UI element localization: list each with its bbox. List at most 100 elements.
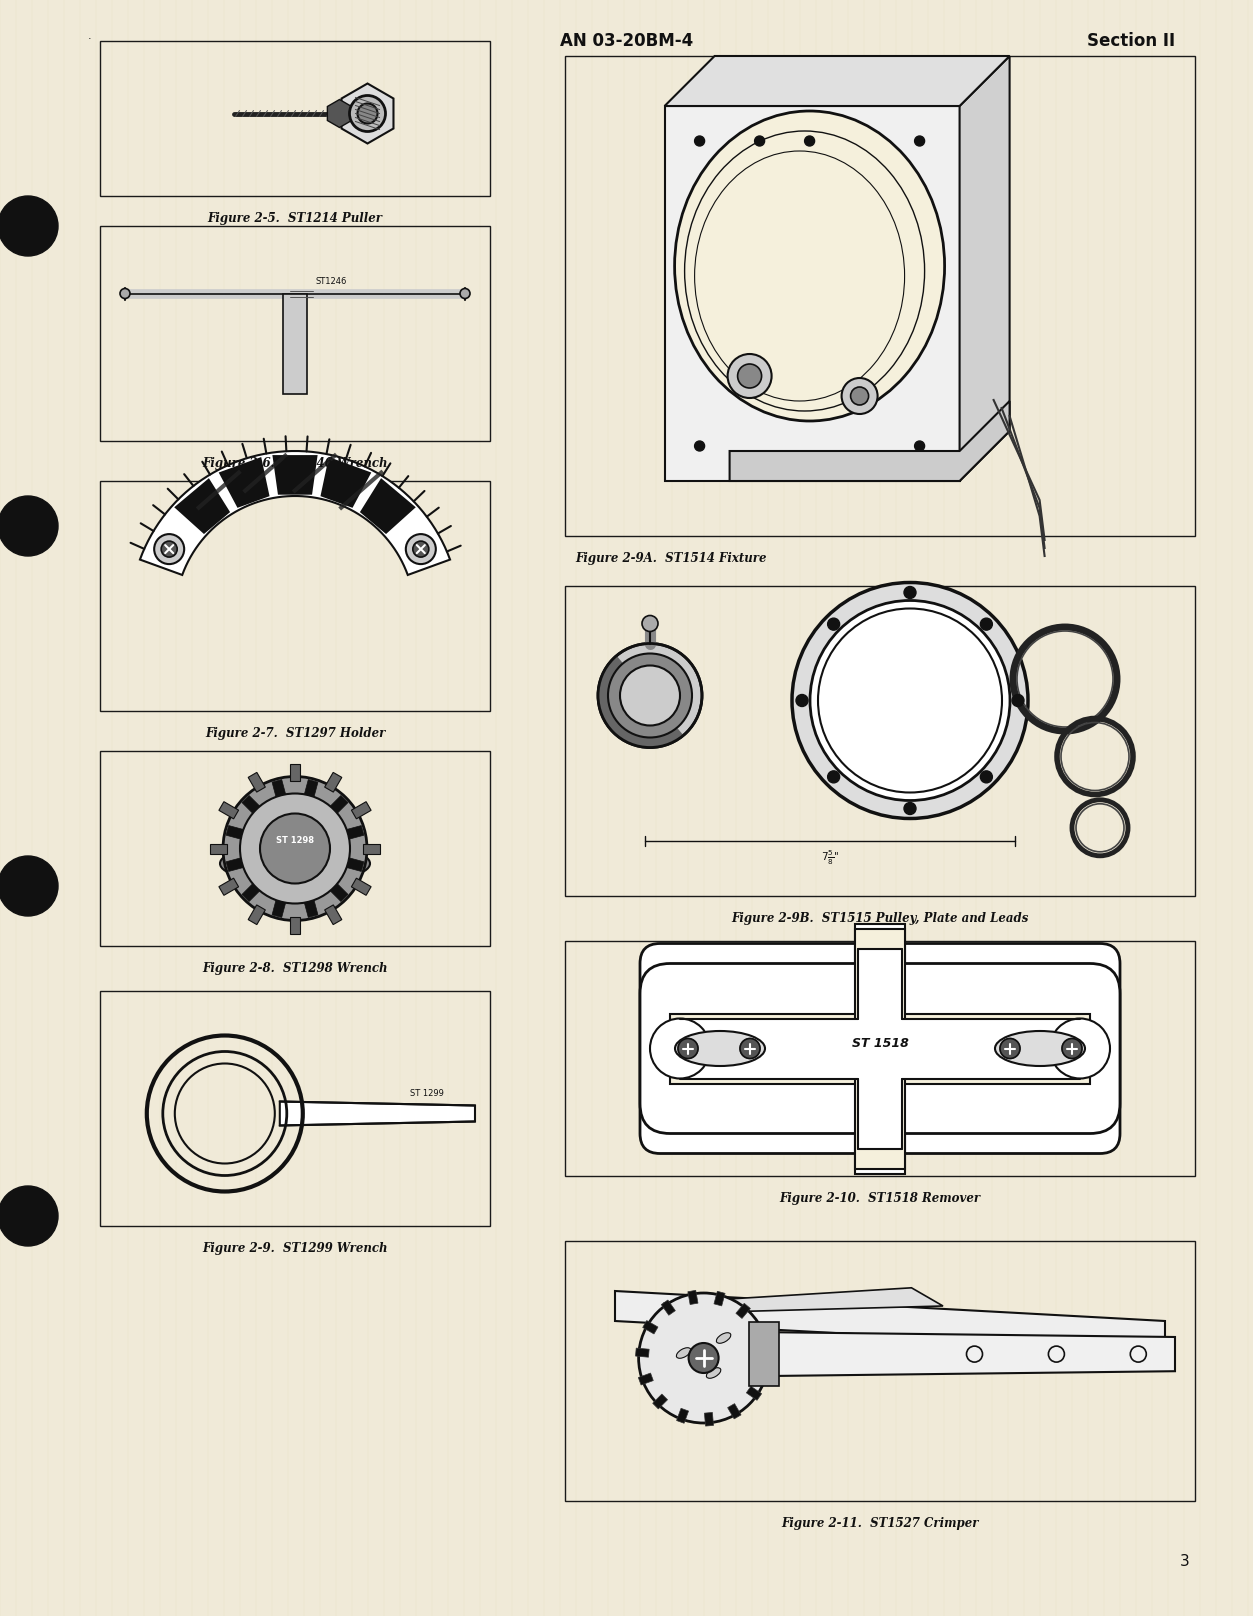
Circle shape bbox=[842, 378, 877, 414]
Polygon shape bbox=[758, 1354, 772, 1362]
Circle shape bbox=[828, 619, 840, 630]
Bar bbox=[100, 40, 490, 196]
Ellipse shape bbox=[674, 112, 945, 422]
Circle shape bbox=[0, 1186, 58, 1246]
Bar bbox=[100, 751, 490, 945]
Polygon shape bbox=[643, 1320, 658, 1333]
Circle shape bbox=[915, 441, 925, 451]
Text: ST 1518: ST 1518 bbox=[852, 1037, 908, 1050]
Text: Figure 2-8.  ST1298 Wrench: Figure 2-8. ST1298 Wrench bbox=[202, 962, 387, 974]
Ellipse shape bbox=[675, 1031, 766, 1067]
Circle shape bbox=[689, 1343, 719, 1374]
FancyBboxPatch shape bbox=[640, 944, 1120, 1154]
Polygon shape bbox=[272, 779, 286, 797]
Polygon shape bbox=[331, 795, 348, 813]
Bar bbox=[855, 929, 905, 1168]
Polygon shape bbox=[279, 1102, 475, 1125]
Circle shape bbox=[620, 666, 680, 726]
Polygon shape bbox=[242, 795, 259, 813]
Polygon shape bbox=[304, 900, 318, 918]
Polygon shape bbox=[714, 1291, 725, 1306]
Bar bbox=[855, 1133, 905, 1173]
Polygon shape bbox=[325, 772, 342, 792]
Polygon shape bbox=[615, 1291, 1165, 1351]
Circle shape bbox=[792, 582, 1027, 818]
Polygon shape bbox=[219, 802, 238, 819]
Polygon shape bbox=[960, 57, 1010, 482]
Wedge shape bbox=[598, 656, 683, 748]
Polygon shape bbox=[662, 1299, 675, 1315]
Polygon shape bbox=[360, 478, 416, 533]
Circle shape bbox=[694, 441, 704, 451]
Circle shape bbox=[154, 535, 184, 564]
Polygon shape bbox=[327, 100, 352, 128]
Circle shape bbox=[357, 103, 377, 123]
Ellipse shape bbox=[221, 844, 370, 884]
Text: Figure 2-10.  ST1518 Remover: Figure 2-10. ST1518 Remover bbox=[779, 1193, 981, 1206]
Text: Figure 2-9B.  ST1515 Pulley, Plate and Leads: Figure 2-9B. ST1515 Pulley, Plate and Le… bbox=[732, 911, 1029, 924]
Circle shape bbox=[120, 289, 130, 299]
Circle shape bbox=[460, 289, 470, 299]
Polygon shape bbox=[347, 826, 363, 839]
Polygon shape bbox=[351, 877, 371, 895]
Circle shape bbox=[642, 616, 658, 632]
Polygon shape bbox=[174, 478, 231, 533]
Ellipse shape bbox=[717, 1333, 730, 1343]
Text: AN 03-20BM-4: AN 03-20BM-4 bbox=[560, 32, 694, 50]
Circle shape bbox=[350, 95, 386, 131]
Circle shape bbox=[241, 793, 350, 903]
Polygon shape bbox=[704, 1412, 713, 1425]
Circle shape bbox=[851, 386, 868, 406]
Circle shape bbox=[980, 619, 992, 630]
Circle shape bbox=[1012, 695, 1024, 706]
Circle shape bbox=[738, 364, 762, 388]
Circle shape bbox=[0, 856, 58, 916]
Polygon shape bbox=[342, 84, 393, 144]
Polygon shape bbox=[321, 457, 371, 507]
Polygon shape bbox=[226, 826, 243, 839]
Bar bbox=[680, 1018, 1080, 1078]
Polygon shape bbox=[289, 763, 299, 781]
Polygon shape bbox=[351, 802, 371, 819]
Ellipse shape bbox=[995, 1031, 1085, 1067]
Polygon shape bbox=[653, 1395, 668, 1409]
Polygon shape bbox=[729, 401, 1010, 482]
Text: Figure 2-7.  ST1297 Holder: Figure 2-7. ST1297 Holder bbox=[204, 727, 385, 740]
Circle shape bbox=[261, 813, 330, 884]
Polygon shape bbox=[331, 884, 348, 902]
Polygon shape bbox=[664, 107, 960, 482]
Polygon shape bbox=[752, 1325, 767, 1338]
Polygon shape bbox=[363, 844, 380, 853]
Polygon shape bbox=[635, 1348, 649, 1357]
Circle shape bbox=[678, 1039, 698, 1058]
Circle shape bbox=[639, 1293, 768, 1424]
Polygon shape bbox=[638, 1374, 653, 1385]
Text: ST 1299: ST 1299 bbox=[410, 1089, 444, 1097]
Bar bbox=[855, 923, 905, 963]
Bar bbox=[855, 963, 905, 1133]
Bar bbox=[748, 1322, 778, 1387]
Ellipse shape bbox=[677, 1348, 690, 1359]
Polygon shape bbox=[219, 877, 238, 895]
Bar bbox=[100, 991, 490, 1227]
Ellipse shape bbox=[707, 1367, 720, 1378]
Circle shape bbox=[903, 803, 916, 814]
Circle shape bbox=[728, 354, 772, 398]
Polygon shape bbox=[219, 457, 269, 507]
Polygon shape bbox=[226, 858, 243, 871]
Circle shape bbox=[406, 535, 436, 564]
Bar bbox=[283, 294, 307, 394]
Polygon shape bbox=[347, 858, 363, 871]
Circle shape bbox=[223, 777, 367, 921]
Polygon shape bbox=[248, 772, 266, 792]
Polygon shape bbox=[248, 905, 266, 924]
Circle shape bbox=[828, 771, 840, 782]
Polygon shape bbox=[664, 1288, 944, 1312]
Polygon shape bbox=[736, 1304, 751, 1319]
Text: Figure 2-9A.  ST1514 Fixture: Figure 2-9A. ST1514 Fixture bbox=[575, 553, 767, 566]
FancyBboxPatch shape bbox=[640, 963, 1120, 1133]
Polygon shape bbox=[688, 1290, 698, 1304]
Polygon shape bbox=[757, 1364, 772, 1374]
Text: Figure 2-11.  ST1527 Crimper: Figure 2-11. ST1527 Crimper bbox=[782, 1517, 979, 1530]
Circle shape bbox=[162, 541, 177, 558]
